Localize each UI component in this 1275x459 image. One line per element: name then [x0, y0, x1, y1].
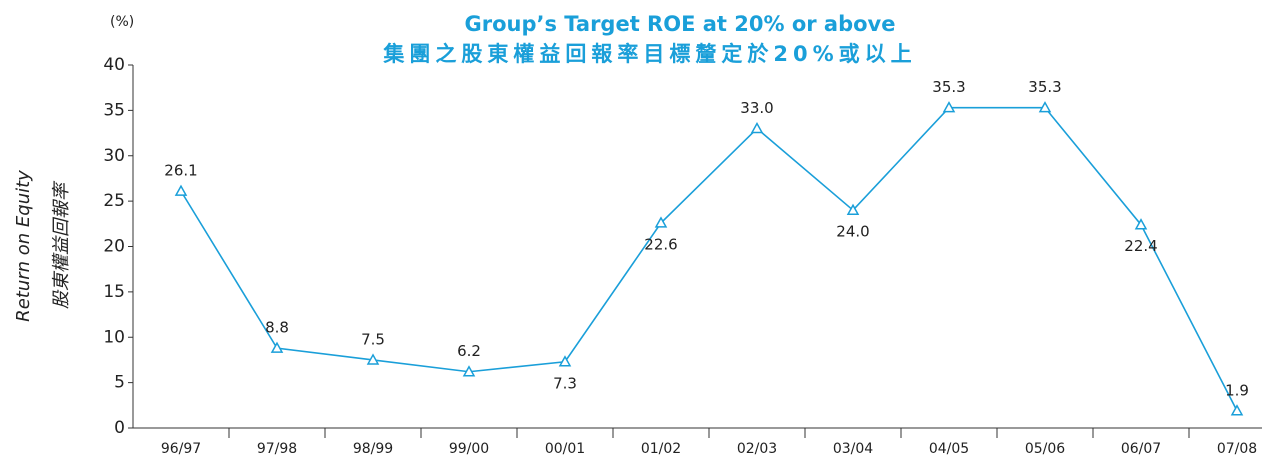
- marker: [750, 121, 764, 134]
- marker: [846, 203, 860, 215]
- y-tick-label: 40: [103, 55, 125, 75]
- y-tick-label: 10: [103, 327, 125, 347]
- marker: [558, 355, 572, 367]
- data-label: 35.3: [1028, 78, 1061, 96]
- data-label: 7.5: [361, 330, 385, 348]
- y-tick-label: 35: [103, 100, 125, 120]
- data-label: 24.0: [836, 223, 869, 241]
- y-axis-label-zh: 股東權益回報率: [51, 180, 72, 309]
- marker: [1038, 101, 1052, 113]
- x-tick-label: 99/00: [449, 441, 489, 457]
- data-label: 22.6: [644, 235, 677, 253]
- data-label: 22.4: [1124, 237, 1157, 255]
- marker: [174, 184, 188, 196]
- y-tick-label: 25: [103, 191, 125, 211]
- data-label: 8.8: [265, 319, 289, 337]
- y-tick-label: 0: [114, 418, 125, 438]
- marker: [270, 341, 284, 353]
- marker: [462, 365, 476, 377]
- chart-title: Group’s Target ROE at 20% or above: [465, 12, 896, 36]
- data-label: 1.9: [1225, 381, 1249, 399]
- marker: [1230, 404, 1244, 416]
- x-tick-label: 96/97: [161, 441, 201, 457]
- data-label: 33.0: [740, 99, 773, 117]
- marker: [1134, 218, 1148, 230]
- marker: [654, 216, 668, 228]
- data-label: 7.3: [553, 374, 577, 392]
- x-tick-label: 05/06: [1025, 441, 1065, 457]
- y-axis-label: Return on Equity: [13, 170, 34, 322]
- x-tick-label: 01/02: [641, 441, 681, 457]
- data-label: 35.3: [932, 78, 965, 96]
- x-tick-label: 00/01: [545, 441, 585, 457]
- y-unit: (%): [110, 14, 134, 30]
- x-tick-label: 97/98: [257, 441, 297, 457]
- marker: [366, 353, 380, 365]
- x-tick-label: 03/04: [833, 441, 873, 457]
- x-tick-label: 02/03: [737, 441, 777, 457]
- y-tick-label: 20: [103, 237, 125, 257]
- x-tick-label: 06/07: [1121, 441, 1161, 457]
- y-tick-label: 30: [103, 146, 125, 166]
- line: [180, 106, 1238, 412]
- data-label: 26.1: [164, 162, 197, 180]
- y-tick-label: 15: [103, 282, 125, 302]
- data-label: 6.2: [457, 342, 481, 360]
- x-tick-label: 07/08: [1217, 441, 1257, 457]
- y-tick-label: 5: [114, 373, 125, 393]
- x-tick-label: 98/99: [353, 441, 393, 457]
- x-tick-label: 04/05: [929, 441, 969, 457]
- marker: [942, 101, 956, 113]
- chart-subtitle: 集團之股東權益回報率目標釐定於20%或以上: [382, 42, 916, 66]
